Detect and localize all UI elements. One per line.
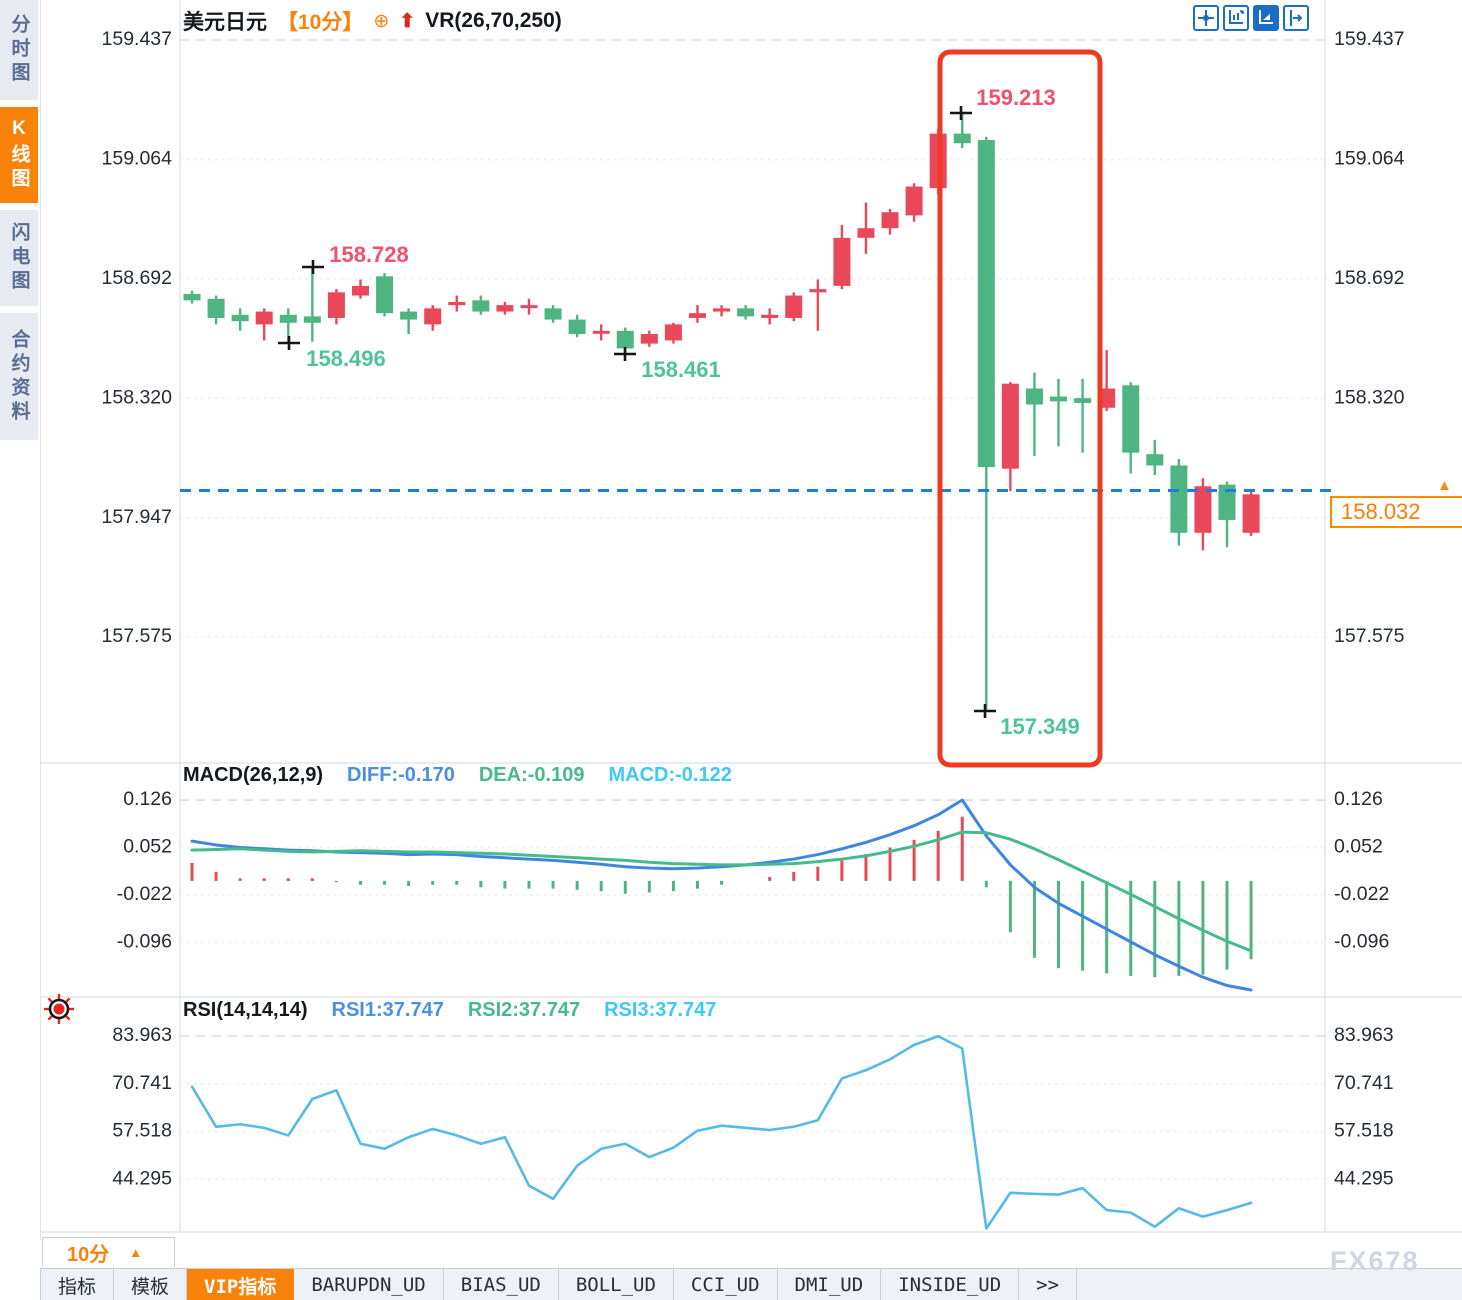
tab-more[interactable]: >> <box>1019 1269 1078 1300</box>
sidebar-item-lightning-chart[interactable]: 闪电图 <box>0 210 38 306</box>
svg-text:159.064: 159.064 <box>102 148 173 170</box>
svg-text:158.728: 158.728 <box>329 242 409 267</box>
macd-header: MACD(26,12,9) DIFF:-0.170 DEA:-0.109 MAC… <box>183 764 732 787</box>
sidebar-item-contract-info[interactable]: 合约资料 <box>0 313 38 440</box>
svg-text:83.963: 83.963 <box>112 1024 172 1046</box>
rsi3-value: RSI3:37.747 <box>604 999 717 1021</box>
alert-sun-icon[interactable] <box>42 992 76 1031</box>
period-value: 10分 <box>67 1244 110 1266</box>
svg-text:0.052: 0.052 <box>1334 836 1383 858</box>
rsi-name[interactable]: RSI(14,14,14) <box>183 999 308 1021</box>
svg-text:57.518: 57.518 <box>112 1120 172 1142</box>
indicator-label[interactable]: VR(26,70,250) <box>425 9 562 32</box>
period-label[interactable]: 【10分】 <box>277 11 364 34</box>
sidebar-item-time-chart[interactable]: 分时图 <box>0 0 38 100</box>
svg-text:158.692: 158.692 <box>102 267 173 289</box>
svg-text:158.320: 158.320 <box>102 386 173 408</box>
left-sidebar: 分时图 K线图闪电图合约资料 <box>0 0 41 1240</box>
current-price-value: 158.032 <box>1341 499 1421 524</box>
chart-toolbar <box>1193 5 1309 31</box>
svg-text:-0.096: -0.096 <box>1334 931 1389 953</box>
rsi1-value: RSI1:37.747 <box>331 999 444 1021</box>
svg-text:83.963: 83.963 <box>1334 1024 1394 1046</box>
tab-barupdn_ud[interactable]: BARUPDN_UD <box>294 1269 444 1300</box>
svg-text:158.461: 158.461 <box>641 357 721 382</box>
period-dropdown-arrow: ▲ <box>129 1245 143 1260</box>
symbol-title: 美元日元 <box>183 11 267 34</box>
svg-text:157.349: 157.349 <box>1000 714 1080 739</box>
period-selector[interactable]: 10分 ▲ <box>42 1237 175 1267</box>
macd-dea-value: DEA:-0.109 <box>478 764 585 786</box>
svg-text:70.741: 70.741 <box>112 1072 172 1094</box>
macd-macd-value: MACD:-0.122 <box>608 764 732 786</box>
tab-vip指标[interactable]: VIP指标 <box>187 1269 295 1300</box>
svg-text:-0.022: -0.022 <box>117 883 172 905</box>
current-price-tag: 158.032 <box>1330 496 1462 528</box>
price-up-arrow: ▲ <box>1437 477 1452 494</box>
svg-text:0.052: 0.052 <box>123 836 172 858</box>
svg-text:159.213: 159.213 <box>976 85 1056 110</box>
macd-name[interactable]: MACD(26,12,9) <box>183 764 324 786</box>
crosshair-pan-icon[interactable] <box>1193 5 1219 31</box>
tab-cci_ud[interactable]: CCI_UD <box>674 1269 778 1300</box>
svg-text:-0.022: -0.022 <box>1334 883 1389 905</box>
tab-inside_ud[interactable]: INSIDE_UD <box>881 1269 1020 1300</box>
watermark: FX678 <box>1330 1246 1420 1276</box>
axis-zoom-icon[interactable] <box>1223 5 1249 31</box>
shift-data-icon[interactable] <box>1283 5 1309 31</box>
svg-text:157.575: 157.575 <box>1334 625 1405 647</box>
svg-text:44.295: 44.295 <box>1334 1167 1394 1189</box>
up-arrow-icon: ⬆ <box>399 10 416 32</box>
svg-text:159.437: 159.437 <box>102 28 173 50</box>
rsi-header: RSI(14,14,14) RSI1:37.747 RSI2:37.747 RS… <box>183 999 716 1022</box>
chart-canvas[interactable]: 159.437 159.437 159.064 159.064 158.692 158.6… <box>0 0 1462 1240</box>
rsi2-value: RSI2:37.747 <box>467 999 581 1021</box>
svg-text:-0.096: -0.096 <box>117 931 172 953</box>
tab-bias_ud[interactable]: BIAS_UD <box>444 1269 559 1300</box>
tab-指标[interactable]: 指标 <box>40 1269 115 1300</box>
svg-text:159.064: 159.064 <box>1334 148 1405 170</box>
macd-diff-value: DIFF:-0.170 <box>347 764 455 786</box>
svg-text:0.126: 0.126 <box>1334 788 1383 810</box>
tab-boll_ud[interactable]: BOLL_UD <box>559 1269 674 1300</box>
svg-text:159.437: 159.437 <box>1334 28 1405 50</box>
svg-text:157.947: 157.947 <box>102 506 173 528</box>
auto-scale-icon[interactable] <box>1253 5 1279 31</box>
svg-text:70.741: 70.741 <box>1334 1072 1394 1094</box>
svg-text:44.295: 44.295 <box>112 1167 172 1189</box>
svg-text:157.575: 157.575 <box>102 625 173 647</box>
indicator-tabbar: 指标 模板 VIP指标 BARUPDN_UD BIAS_UD BOLL_UD CCI_UD D… <box>40 1268 1462 1300</box>
tab-模板[interactable]: 模板 <box>114 1269 188 1300</box>
svg-text:0.126: 0.126 <box>123 788 172 810</box>
svg-text:158.320: 158.320 <box>1334 386 1405 408</box>
tab-dmi_ud[interactable]: DMI_UD <box>778 1269 882 1300</box>
sidebar-item-kline-chart[interactable]: K线图 <box>0 107 38 203</box>
main-chart-header: 美元日元 【10分】 ⊕ ⬆ VR(26,70,250) <box>183 6 562 36</box>
svg-text:57.518: 57.518 <box>1334 1120 1394 1142</box>
globe-icon[interactable]: ⊕ <box>373 10 390 32</box>
svg-text:158.496: 158.496 <box>306 346 386 371</box>
svg-text:158.692: 158.692 <box>1334 267 1405 289</box>
